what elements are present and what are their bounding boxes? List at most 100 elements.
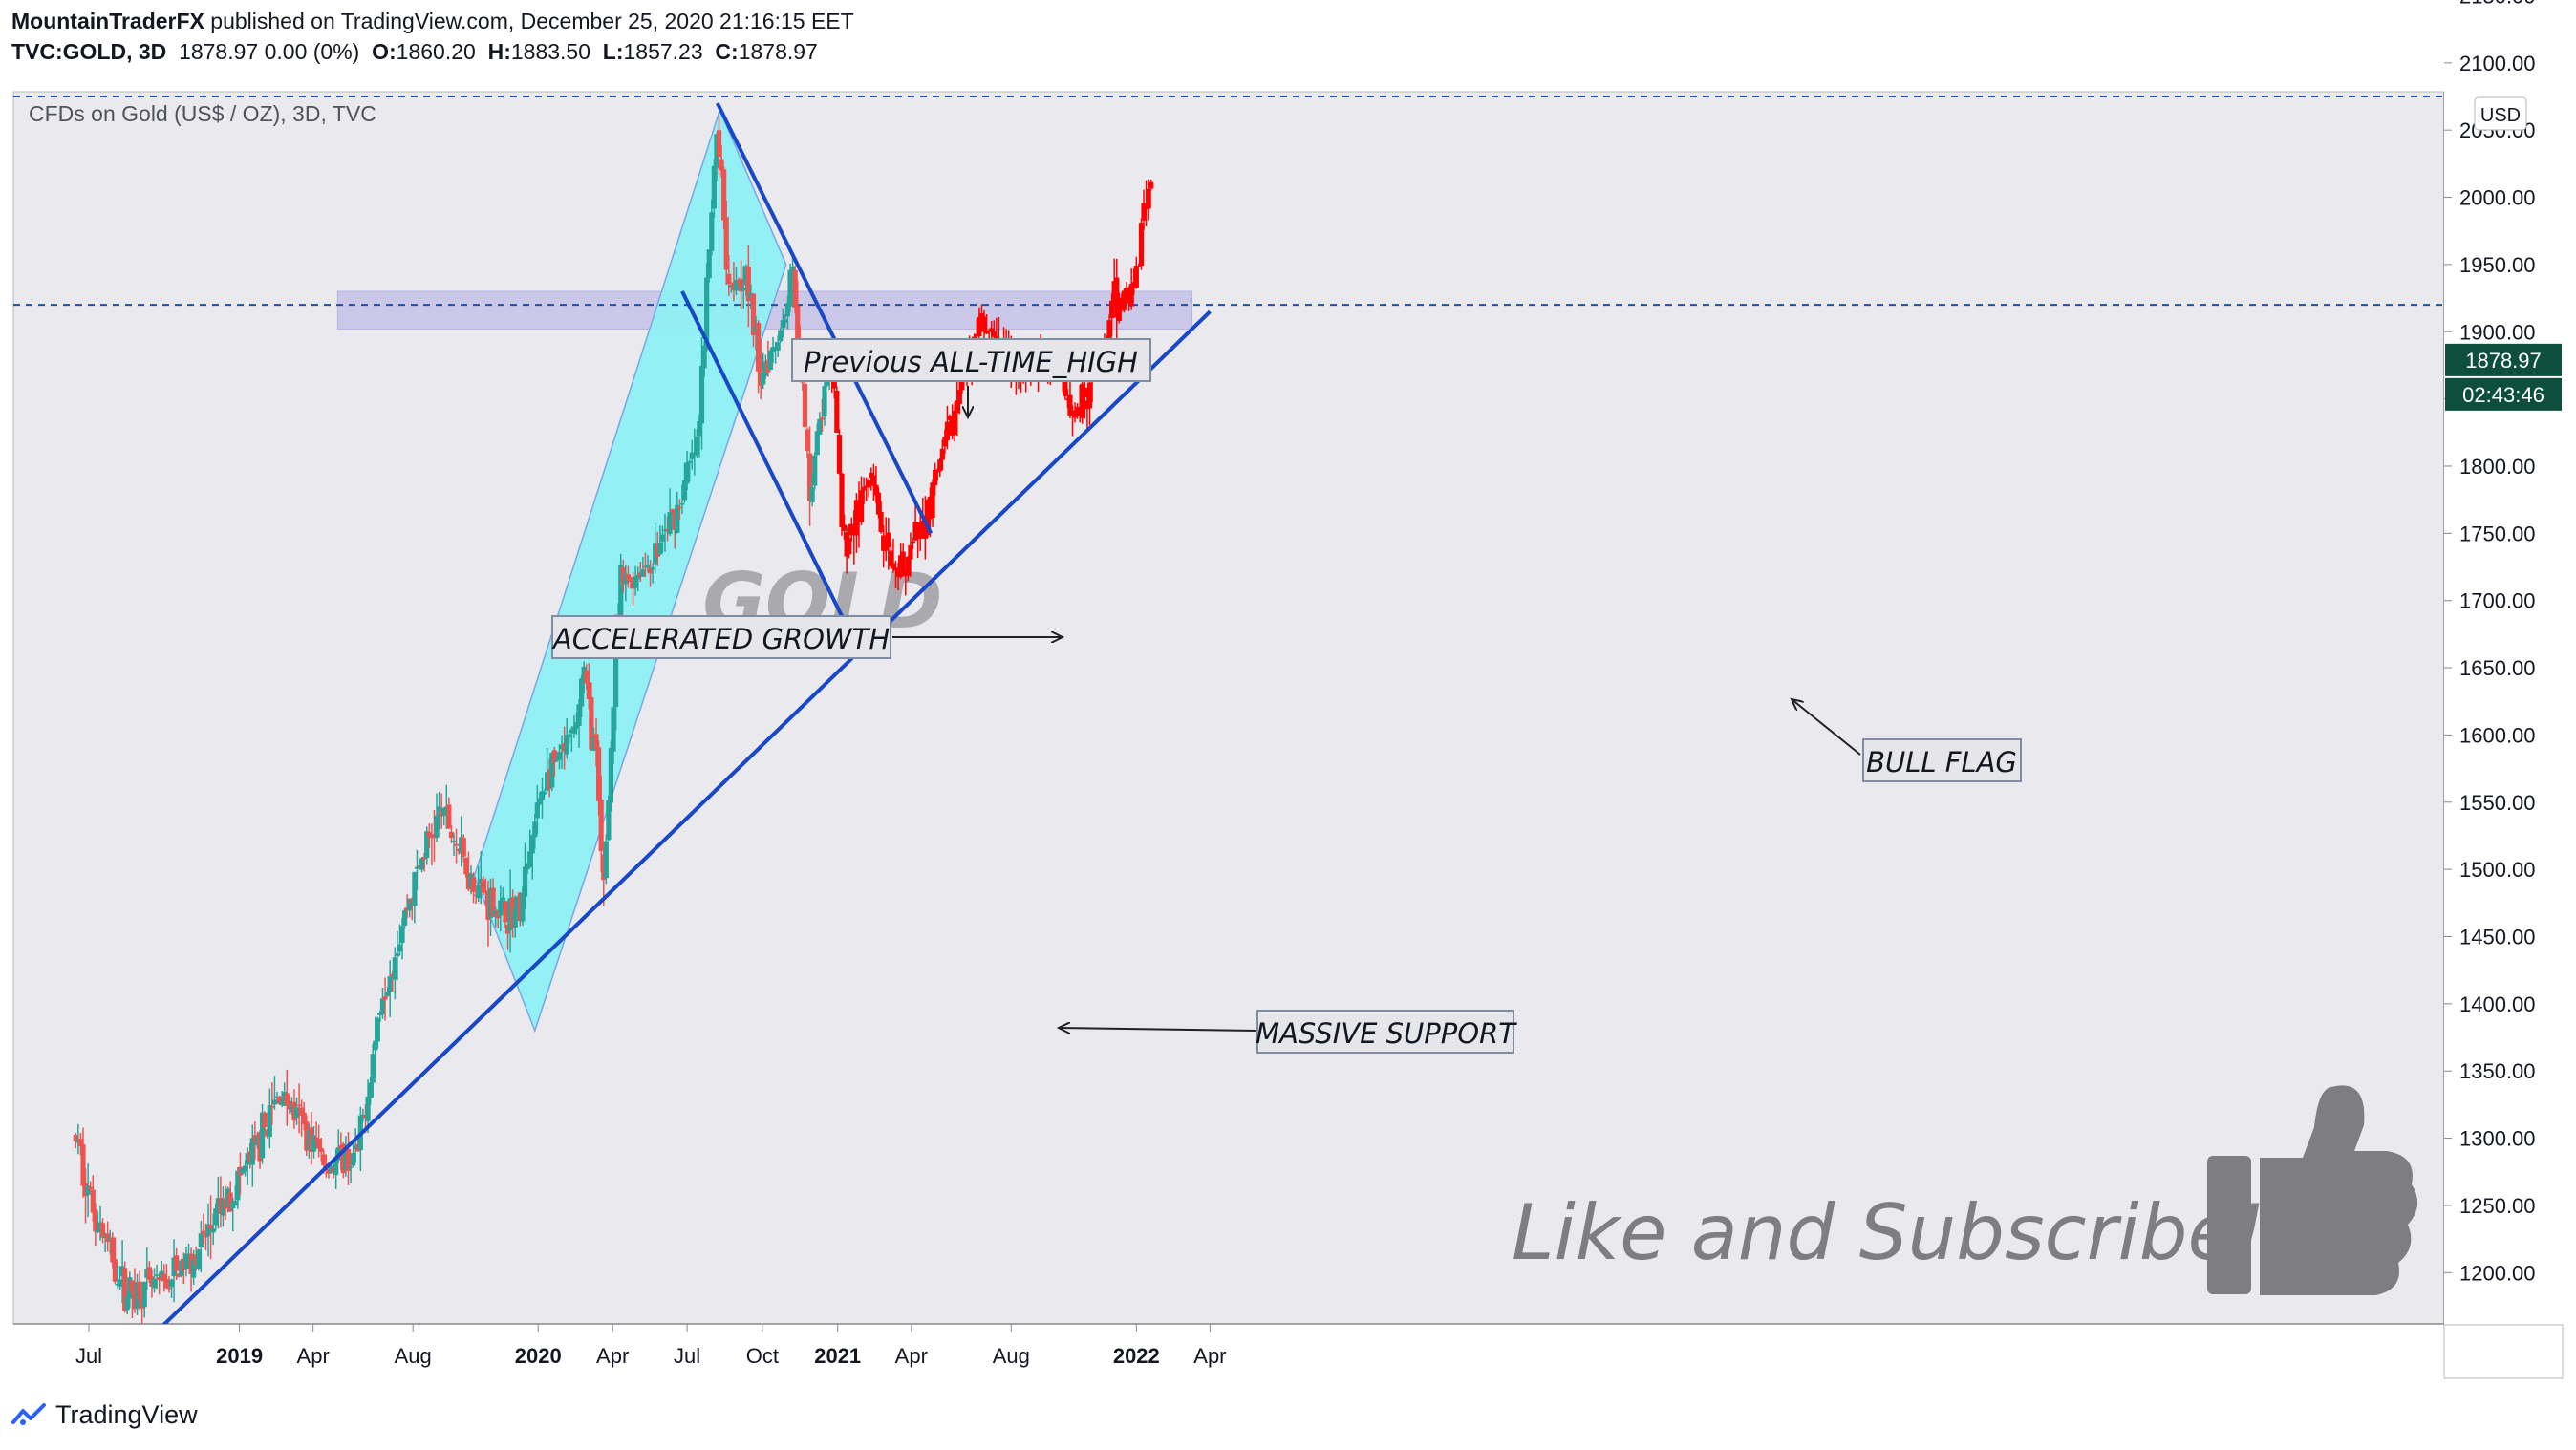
flag-arrow xyxy=(1792,699,1861,756)
candle-173 xyxy=(498,900,504,916)
y-tick-label: 2000.00 xyxy=(2459,186,2536,210)
projection-candle-13 xyxy=(861,486,867,491)
candle-183 xyxy=(522,866,528,897)
candle-57 xyxy=(213,1208,219,1226)
candle-20 xyxy=(122,1268,128,1311)
candle-243 xyxy=(670,509,676,513)
projection-candle-41 xyxy=(930,482,935,519)
price-axis[interactable] xyxy=(2444,92,2563,1324)
currency-button[interactable] xyxy=(2474,96,2527,131)
candle-305 xyxy=(822,386,827,417)
candle-222 xyxy=(618,565,624,620)
support-label: MASSIVE SUPPORT xyxy=(1256,1017,1517,1050)
projection-candle-122 xyxy=(1128,284,1134,307)
ath-label-box[interactable] xyxy=(791,338,1151,382)
candle-34 xyxy=(157,1276,162,1281)
plot-area[interactable] xyxy=(12,91,2445,1325)
candle-76 xyxy=(259,1112,266,1159)
candle-2 xyxy=(77,1139,84,1146)
projection-candle-42 xyxy=(933,469,938,486)
last-price-tag-text: 1878.97 xyxy=(2465,349,2542,373)
projection-candle-114 xyxy=(1109,300,1115,319)
close-label: C: xyxy=(715,39,739,64)
candle-33 xyxy=(154,1274,160,1276)
support-trendline[interactable] xyxy=(155,309,1212,1333)
tradingview-logo[interactable]: TradingView xyxy=(11,1400,198,1430)
y-tick-label: 1300.00 xyxy=(2459,1127,2536,1151)
candle-5 xyxy=(85,1185,91,1196)
time-axis[interactable] xyxy=(13,1325,2444,1378)
candle-259 xyxy=(709,212,715,251)
y-tick-label: 1400.00 xyxy=(2459,992,2536,1016)
projection-candle-126 xyxy=(1138,223,1145,267)
candle-242 xyxy=(667,512,673,534)
y-tick-label: 1550.00 xyxy=(2459,791,2536,815)
candle-265 xyxy=(723,217,729,270)
candle-63 xyxy=(227,1192,233,1212)
candle-201 xyxy=(567,734,572,738)
candle-271 xyxy=(739,278,744,292)
candle-113 xyxy=(351,1153,356,1166)
candle-16 xyxy=(112,1259,118,1282)
y-tick-label: 1200.00 xyxy=(2459,1261,2536,1285)
projection-candle-4 xyxy=(839,473,845,528)
candle-131 xyxy=(395,953,400,957)
candle-233 xyxy=(645,565,651,568)
countdown-tag xyxy=(2445,377,2562,411)
candle-256 xyxy=(701,346,707,369)
bull-flag-upper-line[interactable] xyxy=(716,102,934,535)
candle-278 xyxy=(756,322,762,372)
projection-candle-130 xyxy=(1148,181,1154,189)
x-tick-label: 2019 xyxy=(216,1344,263,1368)
candle-100 xyxy=(318,1147,324,1152)
candle-303 xyxy=(817,418,823,435)
low-value: 1857.23 xyxy=(623,39,703,64)
candle-197 xyxy=(556,752,563,760)
projection-candle-127 xyxy=(1141,203,1147,221)
candle-208 xyxy=(584,670,590,684)
candle-66 xyxy=(235,1170,241,1201)
candle-179 xyxy=(512,908,518,928)
candle-188 xyxy=(534,802,540,819)
candle-56 xyxy=(210,1228,216,1233)
projection-candle-23 xyxy=(886,532,891,548)
candles-layer xyxy=(73,116,832,1324)
y-tick-label: 1750.00 xyxy=(2459,522,2536,545)
candle-255 xyxy=(698,365,705,424)
bull-flag-lower-line[interactable] xyxy=(680,290,860,649)
flag-label-box[interactable] xyxy=(1862,738,2022,782)
x-tick-label: 2020 xyxy=(515,1344,562,1368)
projection-candle-124 xyxy=(1133,266,1139,288)
candle-81 xyxy=(271,1099,278,1105)
y-tick-label: 1350.00 xyxy=(2459,1059,2536,1083)
x-tick-label: 2021 xyxy=(814,1344,861,1368)
projection-candle-97 xyxy=(1067,394,1073,416)
candle-228 xyxy=(633,576,638,588)
candle-209 xyxy=(586,682,591,699)
brand-name: TradingView xyxy=(55,1400,198,1429)
candle-90 xyxy=(293,1107,300,1118)
candle-225 xyxy=(625,574,632,581)
candle-272 xyxy=(741,287,746,291)
projection-candle-2 xyxy=(834,390,840,433)
candle-276 xyxy=(750,293,757,336)
candle-30 xyxy=(146,1267,152,1280)
candle-112 xyxy=(348,1166,354,1168)
candle-7 xyxy=(90,1189,96,1213)
x-axis-labels: Jul 2019 Apr Aug 2020 Apr Jul Oct 2021 Apr Aug 2022… xyxy=(75,1324,1227,1368)
candle-13 xyxy=(105,1233,111,1242)
candle-8 xyxy=(93,1209,98,1232)
candle-170 xyxy=(490,887,496,917)
candle-288 xyxy=(780,320,785,329)
projection-candle-66 xyxy=(991,331,997,337)
growth-label-box[interactable] xyxy=(551,615,891,659)
candle-48 xyxy=(191,1258,197,1278)
candle-249 xyxy=(684,462,690,484)
close-value: 1878.97 xyxy=(738,39,818,64)
author-name[interactable]: MountainTraderFX xyxy=(11,9,204,33)
flag-label: BULL FLAG xyxy=(1866,746,2017,778)
support-label-box[interactable] xyxy=(1256,1010,1514,1054)
candle-304 xyxy=(819,417,826,420)
projection-candle-25 xyxy=(891,563,896,569)
